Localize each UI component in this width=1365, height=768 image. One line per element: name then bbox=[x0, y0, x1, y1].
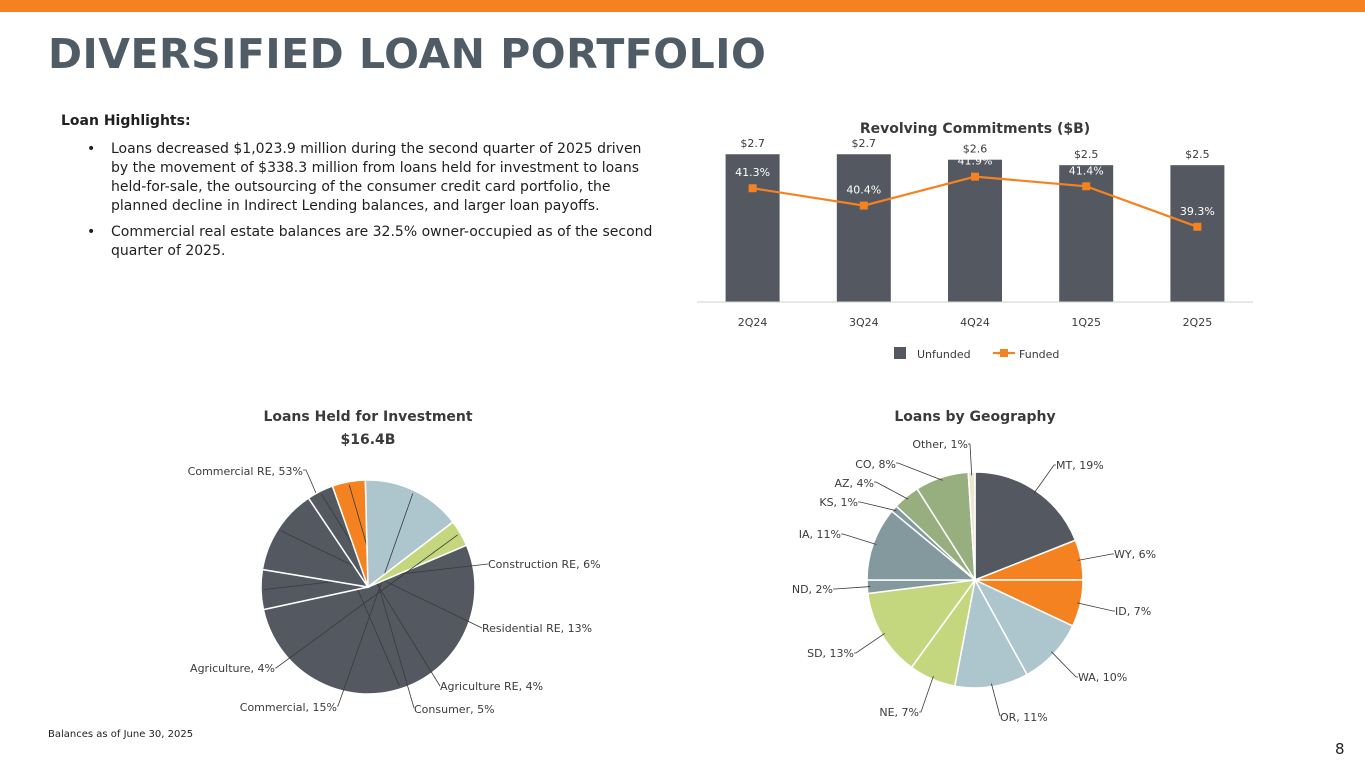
chart-subtitle: $16.4B bbox=[341, 432, 396, 448]
legend-unfunded-swatch bbox=[894, 347, 906, 359]
slice-label: NE, 7% bbox=[879, 706, 919, 719]
highlight-item: • Loans decreased $1,023.9 million during… bbox=[61, 140, 661, 216]
x-tick-label: 2Q25 bbox=[1183, 316, 1213, 329]
slice-label: Other, 1% bbox=[912, 438, 968, 451]
bullet-icon: • bbox=[87, 224, 96, 240]
leader-line bbox=[833, 586, 871, 590]
chart-title: Revolving Commitments ($B) bbox=[860, 121, 1090, 137]
leader-line bbox=[991, 683, 1001, 717]
slice-label: CO, 8% bbox=[855, 458, 896, 471]
funded-marker bbox=[748, 184, 757, 193]
bullet-icon: • bbox=[87, 141, 96, 157]
funded-marker bbox=[1193, 222, 1202, 231]
leader-line bbox=[1033, 464, 1056, 494]
footnote: Balances as of June 30, 2025 bbox=[48, 729, 194, 740]
bar-value-label: $2.5 bbox=[1185, 148, 1210, 161]
funded-value-label: 41.9% bbox=[958, 155, 993, 168]
x-tick-label: 4Q24 bbox=[960, 316, 990, 329]
slice-label: WA, 10% bbox=[1078, 671, 1127, 684]
top-accent-bar bbox=[0, 0, 1365, 12]
loan-highlights: Loan Highlights: • Loans decreased $1,023… bbox=[61, 112, 661, 268]
funded-value-label: 41.3% bbox=[735, 166, 770, 179]
bar-value-label: $2.7 bbox=[852, 137, 877, 150]
bar-value-label: $2.7 bbox=[740, 137, 765, 150]
chart-title: Loans by Geography bbox=[894, 409, 1055, 425]
slice-label: AZ, 4% bbox=[834, 477, 874, 490]
bar-unfunded bbox=[725, 154, 780, 302]
leader-line bbox=[303, 469, 400, 687]
pie-slice-residential-re bbox=[261, 497, 370, 589]
x-tick-label: 3Q24 bbox=[849, 316, 879, 329]
leader-line bbox=[841, 533, 877, 545]
slice-label: Commercial, 15% bbox=[240, 701, 337, 714]
slice-label: MT, 19% bbox=[1056, 459, 1104, 472]
slice-label: ID, 7% bbox=[1115, 605, 1151, 618]
x-tick-label: 2Q24 bbox=[738, 316, 768, 329]
pie-slice-commercial bbox=[364, 479, 455, 589]
slice-label: OR, 11% bbox=[1000, 711, 1048, 724]
leader-line bbox=[1077, 553, 1114, 561]
slice-label: WY, 6% bbox=[1114, 548, 1156, 561]
slice-label: IA, 11% bbox=[799, 528, 841, 541]
funded-value-label: 41.4% bbox=[1069, 164, 1104, 177]
highlight-item: • Commercial real estate balances are 32.… bbox=[61, 223, 661, 261]
leader-line bbox=[858, 501, 897, 512]
bar-unfunded bbox=[948, 159, 1002, 302]
bar-unfunded bbox=[836, 154, 891, 302]
leader-line bbox=[1051, 651, 1078, 678]
leader-line bbox=[919, 676, 934, 713]
highlight-text: Commercial real estate balances are 32.5… bbox=[111, 224, 653, 259]
slice-label: Agriculture, 4% bbox=[190, 662, 275, 675]
slice-label: ND, 2% bbox=[792, 583, 833, 596]
funded-value-label: 40.4% bbox=[846, 184, 881, 197]
highlights-heading: Loan Highlights: bbox=[61, 113, 191, 129]
leader-line bbox=[1077, 602, 1115, 612]
legend-funded-label: Funded bbox=[1019, 348, 1059, 361]
leader-line bbox=[968, 443, 973, 476]
chart-title: Loans Held for Investment bbox=[263, 409, 472, 425]
bar-value-label: $2.5 bbox=[1074, 148, 1099, 161]
slice-label: Commercial RE, 53% bbox=[188, 465, 303, 478]
slice-label: Consumer, 5% bbox=[414, 703, 495, 716]
leader-line bbox=[854, 632, 886, 654]
funded-value-label: 39.3% bbox=[1180, 205, 1215, 218]
slice-label: KS, 1% bbox=[819, 496, 858, 509]
funded-marker bbox=[859, 201, 868, 210]
bar-value-label: $2.6 bbox=[963, 143, 988, 156]
leader-line bbox=[896, 462, 943, 481]
legend-unfunded-label: Unfunded bbox=[917, 348, 971, 361]
highlights-list: • Loans decreased $1,023.9 million during… bbox=[61, 140, 661, 261]
bar-unfunded bbox=[1170, 165, 1225, 302]
leader-line bbox=[348, 484, 415, 709]
funded-marker bbox=[971, 172, 979, 181]
leader-line bbox=[337, 493, 414, 707]
page-number: 8 bbox=[1335, 740, 1345, 758]
leader-line bbox=[275, 534, 458, 669]
leader-line bbox=[874, 481, 909, 500]
slice-label: SD, 13% bbox=[807, 647, 854, 660]
page-title: DIVERSIFIED LOAN PORTFOLIO bbox=[48, 30, 767, 78]
legend-funded-marker bbox=[1000, 349, 1008, 357]
slice-label: Agriculture RE, 4% bbox=[440, 680, 543, 693]
pie-slice-agriculture bbox=[367, 520, 468, 588]
highlight-text: Loans decreased $1,023.9 million during … bbox=[111, 141, 642, 214]
slice-label: Construction RE, 6% bbox=[488, 558, 601, 571]
leader-line bbox=[321, 493, 441, 687]
slice-label: Residential RE, 13% bbox=[482, 622, 592, 635]
x-tick-label: 1Q25 bbox=[1071, 316, 1101, 329]
funded-marker bbox=[1082, 182, 1091, 191]
